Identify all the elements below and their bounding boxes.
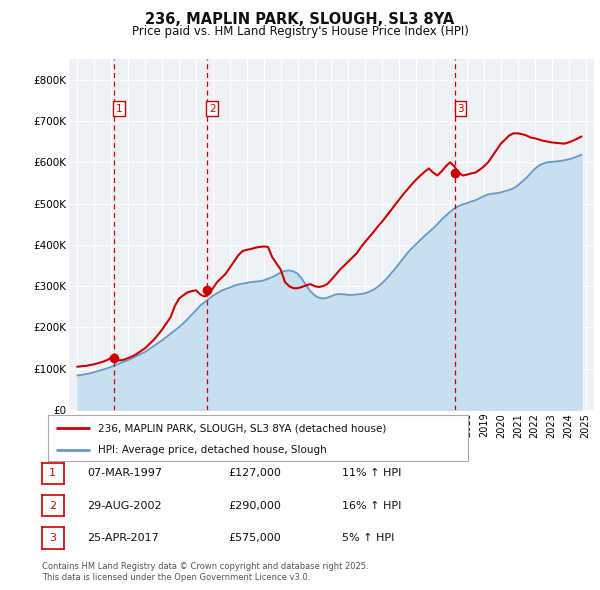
Text: HPI: Average price, detached house, Slough: HPI: Average price, detached house, Slou…	[98, 445, 327, 455]
Text: 3: 3	[49, 533, 56, 543]
Text: 2: 2	[49, 501, 56, 510]
Text: £575,000: £575,000	[228, 533, 281, 543]
Text: 07-MAR-1997: 07-MAR-1997	[87, 468, 162, 478]
Text: Contains HM Land Registry data © Crown copyright and database right 2025.
This d: Contains HM Land Registry data © Crown c…	[42, 562, 368, 582]
Text: 3: 3	[457, 104, 464, 113]
Text: 1: 1	[116, 104, 123, 113]
Text: £127,000: £127,000	[228, 468, 281, 478]
Text: 25-APR-2017: 25-APR-2017	[87, 533, 159, 543]
Text: 5% ↑ HPI: 5% ↑ HPI	[342, 533, 394, 543]
Text: 2: 2	[209, 104, 215, 113]
Text: 236, MAPLIN PARK, SLOUGH, SL3 8YA: 236, MAPLIN PARK, SLOUGH, SL3 8YA	[145, 12, 455, 27]
Text: 1: 1	[49, 468, 56, 478]
Text: Price paid vs. HM Land Registry's House Price Index (HPI): Price paid vs. HM Land Registry's House …	[131, 25, 469, 38]
Text: £290,000: £290,000	[228, 501, 281, 510]
Text: 236, MAPLIN PARK, SLOUGH, SL3 8YA (detached house): 236, MAPLIN PARK, SLOUGH, SL3 8YA (detac…	[98, 423, 387, 433]
Text: 29-AUG-2002: 29-AUG-2002	[87, 501, 161, 510]
Text: 16% ↑ HPI: 16% ↑ HPI	[342, 501, 401, 510]
Text: 11% ↑ HPI: 11% ↑ HPI	[342, 468, 401, 478]
